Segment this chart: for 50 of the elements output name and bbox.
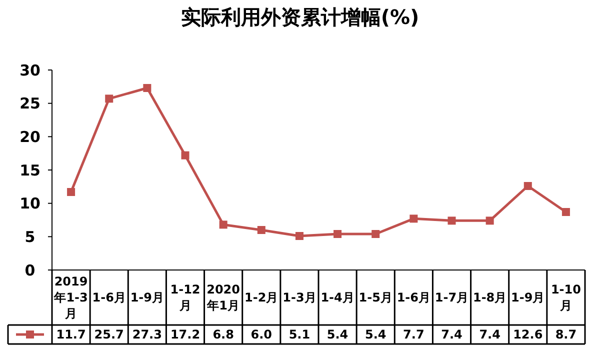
point xyxy=(562,208,570,216)
text: 11.7 xyxy=(56,328,86,342)
point xyxy=(524,182,532,190)
x-tick-label: 1-9月 xyxy=(130,290,164,305)
x-tick-label: 1-8月 xyxy=(472,290,507,305)
point xyxy=(448,216,456,225)
point xyxy=(372,230,380,238)
x-tick-label: 1-2月 xyxy=(244,290,278,305)
x-tick-label: 1-3月 xyxy=(282,290,316,305)
point xyxy=(334,230,342,238)
point xyxy=(105,94,114,103)
x-tick-label: 2020年1月 xyxy=(206,282,240,313)
y-tick-label: 15 xyxy=(20,161,40,180)
x-tick-label: 1-9月 xyxy=(511,290,545,305)
text: 6.0 xyxy=(250,328,272,342)
chart-title: 实际利用外资累计增幅(%) xyxy=(180,5,420,29)
x-tick-label: 1-6月 xyxy=(396,290,431,305)
y-tick-label: 5 xyxy=(24,228,36,246)
y-tick-label: 20 xyxy=(20,128,40,146)
x-tick-label: 1-7月 xyxy=(434,290,469,305)
x-tick-label: 1-4月 xyxy=(320,290,354,305)
text: 6.8 xyxy=(212,328,234,342)
text: 27.3 xyxy=(132,328,162,342)
x-tick-label: 1-10月 xyxy=(550,282,581,313)
x-tick-label: 1-12月 xyxy=(170,282,200,313)
text: 8.7 xyxy=(555,328,577,342)
text: 5.4 xyxy=(364,328,386,342)
point xyxy=(257,226,266,234)
text: 17.2 xyxy=(170,328,200,342)
point xyxy=(410,214,418,223)
text: 5.4 xyxy=(326,328,348,342)
x-tick-label: 2019年1-3月 xyxy=(53,274,88,321)
text: 5.1 xyxy=(288,328,310,342)
point xyxy=(486,216,494,225)
point xyxy=(67,188,76,196)
point xyxy=(181,151,190,160)
point xyxy=(143,84,152,92)
text: 25.7 xyxy=(94,328,124,342)
x-tick-label: 1-6月 xyxy=(92,290,126,305)
y-tick-label: 30 xyxy=(20,61,40,80)
point xyxy=(219,220,228,229)
text: 12.6 xyxy=(513,328,543,342)
text: 7.4 xyxy=(441,328,462,342)
point xyxy=(295,232,304,240)
text: 7.4 xyxy=(479,328,500,342)
y-tick-label: 10 xyxy=(20,194,40,213)
y-tick-label: 0 xyxy=(24,261,36,280)
text: 7.7 xyxy=(403,328,424,342)
x-tick-label: 1-5月 xyxy=(358,290,392,305)
y-tick-label: 25 xyxy=(20,94,40,113)
